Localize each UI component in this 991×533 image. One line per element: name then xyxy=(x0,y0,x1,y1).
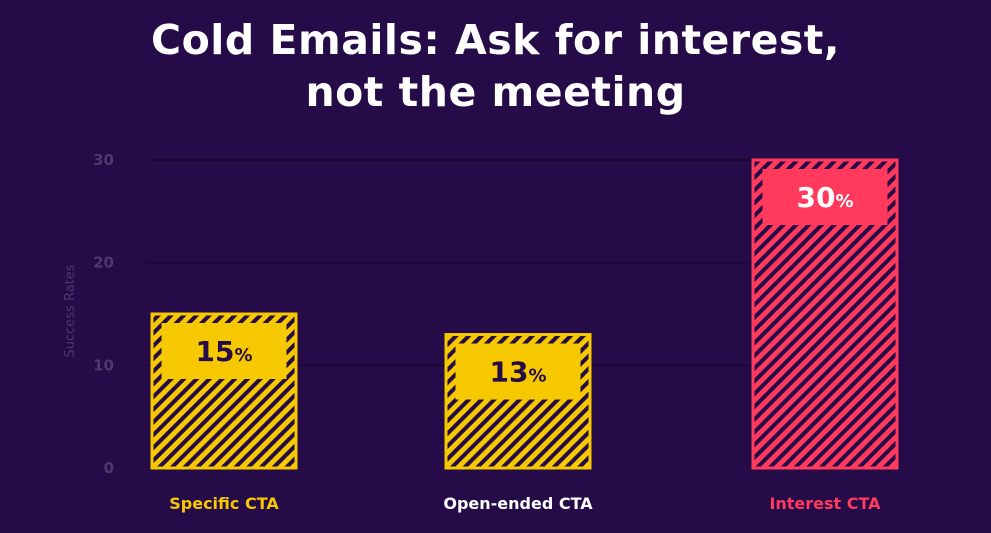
y-tick-label: 30 xyxy=(93,151,114,169)
data-label: 15% xyxy=(195,335,252,368)
x-category-label: Open-ended CTA xyxy=(443,494,593,513)
y-axis-ticks: 0 10 20 30 xyxy=(93,151,114,477)
category-labels: Specific CTA Open-ended CTA Interest CTA xyxy=(169,494,881,513)
data-label-unit: % xyxy=(528,366,546,387)
data-label-box xyxy=(455,343,581,400)
data-label-unit: % xyxy=(835,191,853,212)
chart-title: Cold Emails: Ask for interest, not the m… xyxy=(0,14,991,118)
y-tick-label: 10 xyxy=(93,356,114,374)
data-label: 13% xyxy=(489,356,546,389)
y-tick-label: 0 xyxy=(104,459,114,477)
data-label-box xyxy=(161,323,287,379)
x-category-label: Interest CTA xyxy=(769,494,881,513)
chart-title-line-1: Cold Emails: Ask for interest, xyxy=(151,16,840,64)
data-label-box xyxy=(762,169,888,225)
data-label-value: 13 xyxy=(489,356,528,389)
data-label-value: 30 xyxy=(796,181,835,214)
chart-title-line-2: not the meeting xyxy=(305,68,686,116)
data-label-unit: % xyxy=(234,345,252,366)
y-tick-label: 20 xyxy=(93,254,114,272)
x-category-label: Specific CTA xyxy=(169,494,279,513)
bars: 15%13%30% xyxy=(150,158,899,470)
data-label-value: 15 xyxy=(195,335,234,368)
data-label: 30% xyxy=(796,181,853,214)
y-axis-label: Success Rates xyxy=(63,264,78,357)
